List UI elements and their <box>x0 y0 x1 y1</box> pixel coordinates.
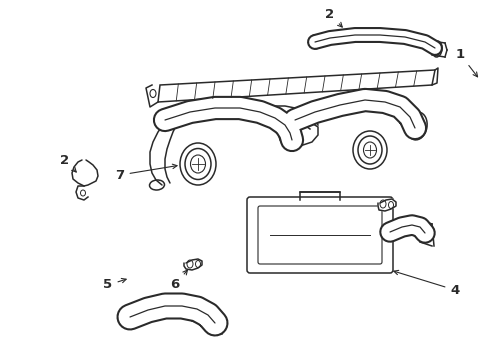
Polygon shape <box>183 259 202 270</box>
Text: 7: 7 <box>115 164 177 181</box>
Text: 6: 6 <box>170 270 187 292</box>
Text: 2: 2 <box>325 8 342 27</box>
Text: 5: 5 <box>0 359 1 360</box>
Text: 3: 3 <box>0 359 1 360</box>
Text: 7: 7 <box>0 359 1 360</box>
Text: 6: 6 <box>0 359 1 360</box>
Text: 2: 2 <box>61 153 76 172</box>
Polygon shape <box>377 199 395 211</box>
Text: 4: 4 <box>393 270 459 297</box>
Text: 1: 1 <box>454 48 477 77</box>
Text: 5: 5 <box>103 278 126 292</box>
